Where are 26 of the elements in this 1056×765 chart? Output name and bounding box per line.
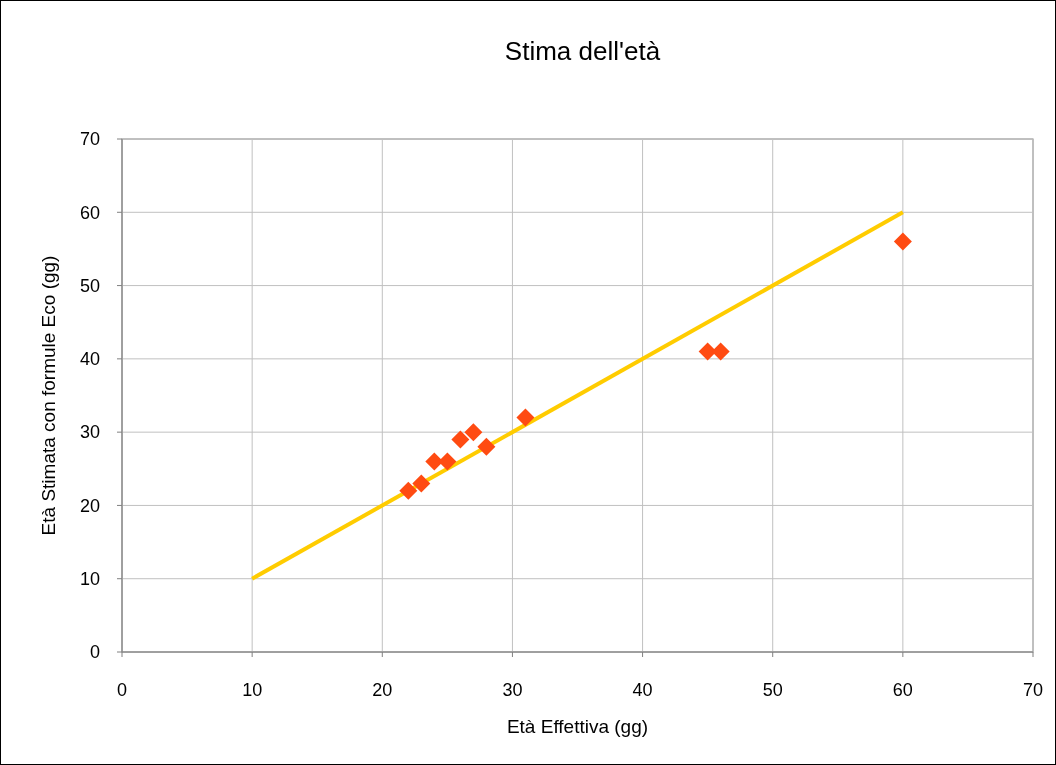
y-tick-label: 20 [79,495,100,516]
x-tick-label: 20 [372,680,393,700]
x-axis-title: Età Effettiva (gg) [506,716,649,737]
point [399,481,418,500]
x-tick-label: 0 [116,680,128,700]
point [464,423,483,442]
x-tick-label: 10 [242,680,263,700]
x-tick-label: 50 [762,680,783,700]
y-tick-label: 30 [79,422,100,443]
point [893,232,912,251]
point [516,408,535,427]
point [412,474,431,493]
y-tick-label: 60 [79,202,100,223]
y-tick-label: 10 [79,569,100,590]
x-tick-label: 30 [502,680,523,700]
y-axis-title: Età Stimata con formule Eco (gg) [38,255,59,536]
point [477,437,496,456]
y-tick-label: 40 [79,349,100,370]
x-tick-label: 70 [1022,680,1044,700]
y-tick-label: 50 [79,275,100,296]
chart-title: Stima dell'età [504,36,661,66]
point [451,430,470,449]
y-tick-label: 0 [89,642,100,663]
x-tick-label: 40 [632,680,653,700]
x-tick-label: 60 [892,680,913,700]
y-tick-label: 70 [79,129,100,150]
